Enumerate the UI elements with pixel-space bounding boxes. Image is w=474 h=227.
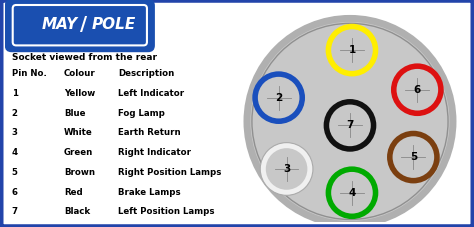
Text: Pin No.: Pin No. bbox=[11, 69, 46, 78]
Text: /: / bbox=[80, 15, 87, 34]
Text: Left Indicator: Left Indicator bbox=[118, 89, 185, 98]
Circle shape bbox=[329, 105, 371, 146]
Text: Blue: Blue bbox=[64, 109, 85, 118]
Text: POLE: POLE bbox=[91, 17, 136, 32]
Circle shape bbox=[326, 24, 378, 76]
Text: Earth Return: Earth Return bbox=[118, 128, 181, 138]
Text: 2: 2 bbox=[11, 109, 18, 118]
Circle shape bbox=[324, 99, 376, 152]
Text: Green: Green bbox=[64, 148, 93, 157]
Text: 2: 2 bbox=[275, 93, 283, 103]
Text: 5: 5 bbox=[410, 152, 417, 162]
Text: Fog Lamp: Fog Lamp bbox=[118, 109, 165, 118]
Text: Brown: Brown bbox=[64, 168, 95, 177]
Text: Left Position Lamps: Left Position Lamps bbox=[118, 207, 215, 217]
Circle shape bbox=[391, 63, 444, 116]
Circle shape bbox=[258, 77, 300, 118]
FancyBboxPatch shape bbox=[5, 0, 155, 52]
Text: Socket viewed from the rear: Socket viewed from the rear bbox=[11, 53, 156, 62]
Text: Black: Black bbox=[64, 207, 90, 217]
Text: Colour: Colour bbox=[64, 69, 96, 78]
Text: Right Indicator: Right Indicator bbox=[118, 148, 191, 157]
Circle shape bbox=[397, 69, 438, 111]
Circle shape bbox=[252, 23, 448, 220]
Circle shape bbox=[260, 143, 313, 195]
Text: Description: Description bbox=[118, 69, 175, 78]
Circle shape bbox=[387, 131, 440, 183]
Text: 1: 1 bbox=[348, 45, 356, 55]
Text: Yellow: Yellow bbox=[64, 89, 95, 98]
Text: 3: 3 bbox=[283, 164, 290, 174]
Text: 7: 7 bbox=[346, 120, 354, 130]
Text: 3: 3 bbox=[11, 128, 18, 138]
Text: 4: 4 bbox=[348, 188, 356, 198]
Circle shape bbox=[331, 172, 373, 214]
Circle shape bbox=[392, 136, 434, 178]
Text: Right Position Lamps: Right Position Lamps bbox=[118, 168, 222, 177]
Circle shape bbox=[247, 18, 453, 225]
Text: White: White bbox=[64, 128, 92, 138]
Circle shape bbox=[252, 71, 305, 124]
Text: 6: 6 bbox=[414, 85, 421, 95]
Circle shape bbox=[266, 148, 307, 190]
Circle shape bbox=[326, 166, 378, 219]
Text: 6: 6 bbox=[11, 188, 18, 197]
Text: Red: Red bbox=[64, 188, 82, 197]
Text: MAY: MAY bbox=[41, 17, 78, 32]
Circle shape bbox=[331, 29, 373, 71]
Text: 5: 5 bbox=[11, 168, 18, 177]
Text: 1: 1 bbox=[11, 89, 18, 98]
Text: 7: 7 bbox=[11, 207, 18, 217]
Text: Brake Lamps: Brake Lamps bbox=[118, 188, 181, 197]
Text: 4: 4 bbox=[11, 148, 18, 157]
